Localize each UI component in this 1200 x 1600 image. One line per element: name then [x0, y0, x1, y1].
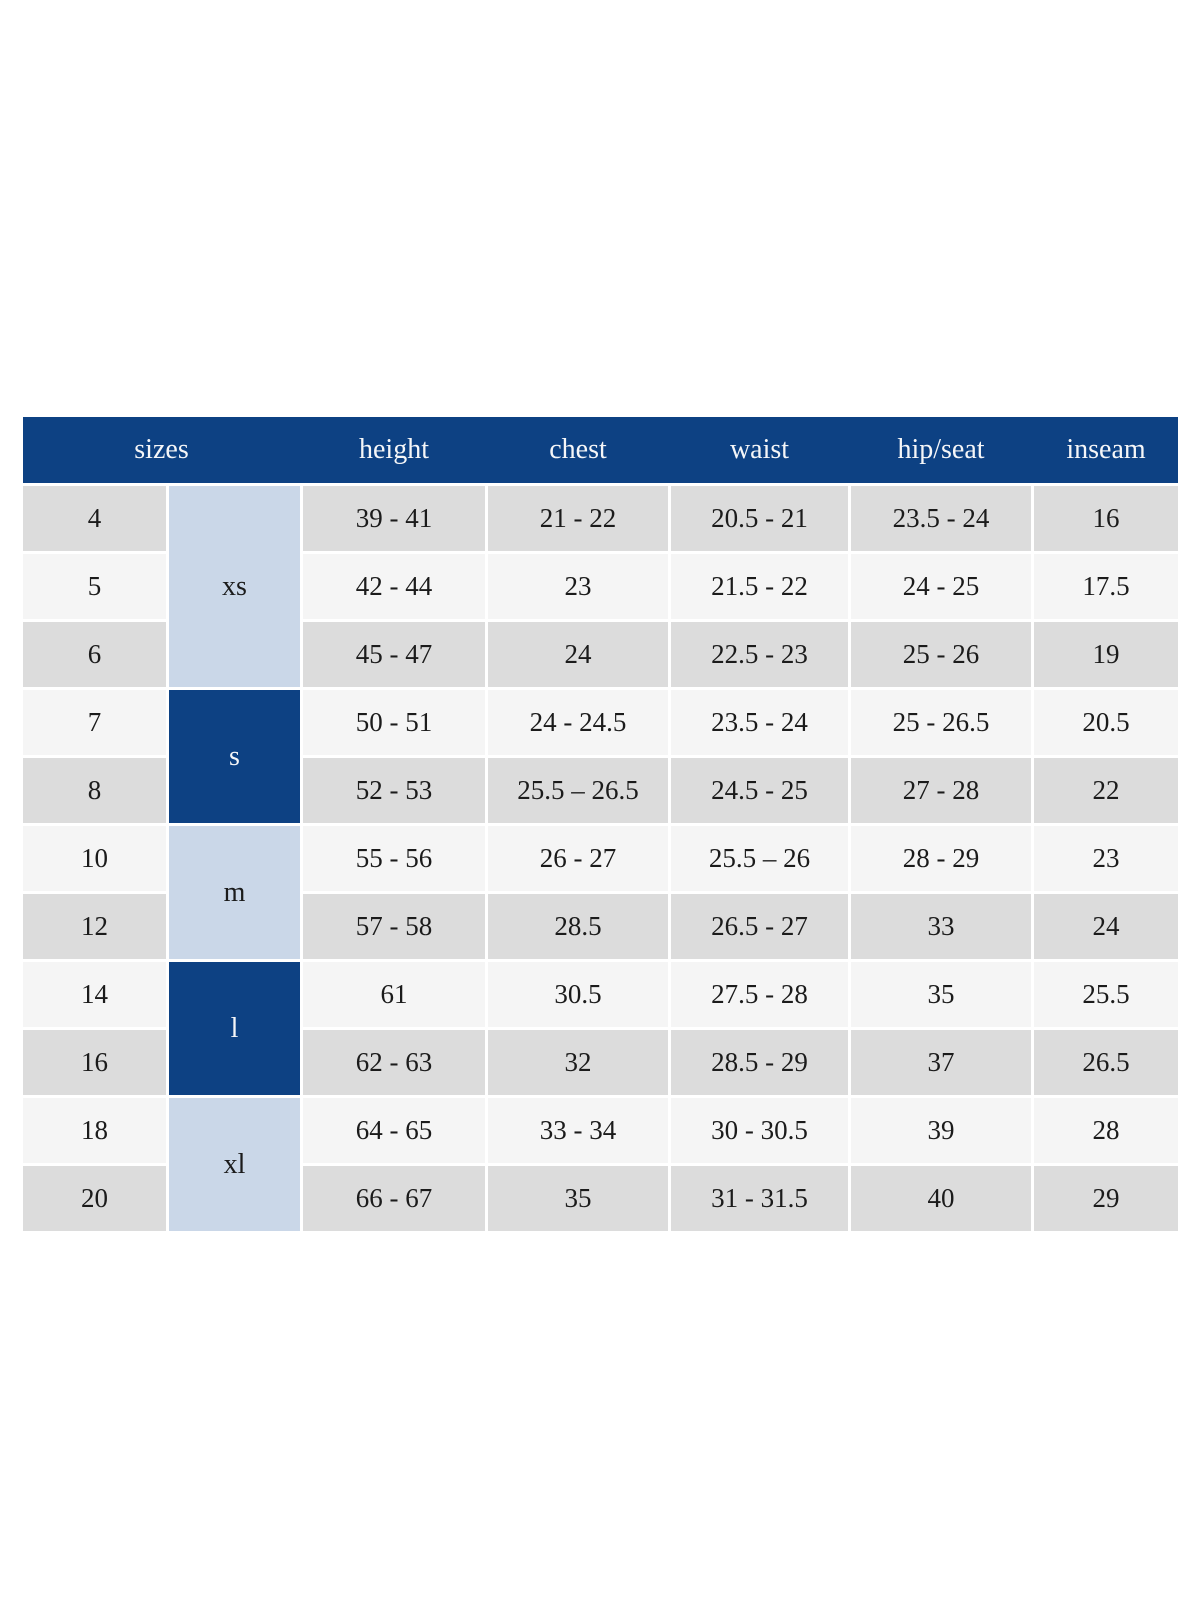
size-number-cell: 4	[23, 486, 166, 551]
inseam-cell: 24	[1034, 894, 1178, 959]
height-cell: 66 - 67	[303, 1166, 485, 1231]
waist-cell: 23.5 - 24	[671, 690, 848, 755]
height-cell: 52 - 53	[303, 758, 485, 823]
waist-cell: 20.5 - 21	[671, 486, 848, 551]
column-header-sizes: sizes	[134, 434, 189, 465]
height-cell: 61	[303, 962, 485, 1027]
hip-seat-cell: 24 - 25	[851, 554, 1031, 619]
size-number-cell: 8	[23, 758, 166, 823]
height-cell: 55 - 56	[303, 826, 485, 891]
column-header-chest: chest	[549, 434, 607, 465]
size-group-cell-m: m	[169, 826, 300, 959]
hip-seat-cell: 25 - 26	[851, 622, 1031, 687]
size-number-cell: 14	[23, 962, 166, 1027]
chest-cell: 25.5 – 26.5	[488, 758, 668, 823]
hip-seat-cell: 39	[851, 1098, 1031, 1163]
size-number-cell: 5	[23, 554, 166, 619]
size-table-header-row: sizes height chest waist hip/seat inseam	[23, 417, 1178, 483]
height-cell: 64 - 65	[303, 1098, 485, 1163]
hip-seat-cell: 35	[851, 962, 1031, 1027]
waist-cell: 31 - 31.5	[671, 1166, 848, 1231]
height-cell: 45 - 47	[303, 622, 485, 687]
size-table-body: xs 4 39 - 41 21 - 22 20.5 - 21 23.5 - 24 16 5 42…	[23, 486, 1178, 1231]
inseam-cell: 19	[1034, 622, 1178, 687]
waist-cell: 26.5 - 27	[671, 894, 848, 959]
hip-seat-cell: 33	[851, 894, 1031, 959]
column-header-waist: waist	[729, 434, 790, 465]
inseam-cell: 23	[1034, 826, 1178, 891]
hip-seat-cell: 40	[851, 1166, 1031, 1231]
column-header-hip-seat: hip/seat	[897, 434, 985, 465]
height-cell: 57 - 58	[303, 894, 485, 959]
size-group-cell-xs: xs	[169, 486, 300, 687]
size-group-cell-s: s	[169, 690, 300, 823]
hip-seat-cell: 28 - 29	[851, 826, 1031, 891]
waist-cell: 24.5 - 25	[671, 758, 848, 823]
size-group-cell-l: l	[169, 962, 300, 1095]
size-number-cell: 18	[23, 1098, 166, 1163]
hip-seat-cell: 25 - 26.5	[851, 690, 1031, 755]
size-number-cell: 7	[23, 690, 166, 755]
waist-cell: 28.5 - 29	[671, 1030, 848, 1095]
height-cell: 39 - 41	[303, 486, 485, 551]
hip-seat-cell: 37	[851, 1030, 1031, 1095]
size-number-cell: 10	[23, 826, 166, 891]
inseam-cell: 20.5	[1034, 690, 1178, 755]
chest-cell: 24	[488, 622, 668, 687]
size-number-cell: 6	[23, 622, 166, 687]
inseam-cell: 29	[1034, 1166, 1178, 1231]
chest-cell: 30.5	[488, 962, 668, 1027]
waist-cell: 25.5 – 26	[671, 826, 848, 891]
column-header-inseam: inseam	[1066, 434, 1146, 465]
chest-cell: 35	[488, 1166, 668, 1231]
size-number-cell: 12	[23, 894, 166, 959]
inseam-cell: 26.5	[1034, 1030, 1178, 1095]
chest-cell: 21 - 22	[488, 486, 668, 551]
hip-seat-cell: 27 - 28	[851, 758, 1031, 823]
chest-cell: 24 - 24.5	[488, 690, 668, 755]
waist-cell: 30 - 30.5	[671, 1098, 848, 1163]
chest-cell: 32	[488, 1030, 668, 1095]
inseam-cell: 17.5	[1034, 554, 1178, 619]
inseam-cell: 28	[1034, 1098, 1178, 1163]
inseam-cell: 16	[1034, 486, 1178, 551]
waist-cell: 27.5 - 28	[671, 962, 848, 1027]
size-number-cell: 16	[23, 1030, 166, 1095]
size-number-cell: 20	[23, 1166, 166, 1231]
inseam-cell: 22	[1034, 758, 1178, 823]
column-header-height: height	[359, 434, 429, 465]
chest-cell: 33 - 34	[488, 1098, 668, 1163]
chest-cell: 23	[488, 554, 668, 619]
size-group-cell-xl: xl	[169, 1098, 300, 1231]
height-cell: 42 - 44	[303, 554, 485, 619]
chest-cell: 26 - 27	[488, 826, 668, 891]
height-cell: 50 - 51	[303, 690, 485, 755]
inseam-cell: 25.5	[1034, 962, 1178, 1027]
height-cell: 62 - 63	[303, 1030, 485, 1095]
waist-cell: 21.5 - 22	[671, 554, 848, 619]
waist-cell: 22.5 - 23	[671, 622, 848, 687]
hip-seat-cell: 23.5 - 24	[851, 486, 1031, 551]
chest-cell: 28.5	[488, 894, 668, 959]
